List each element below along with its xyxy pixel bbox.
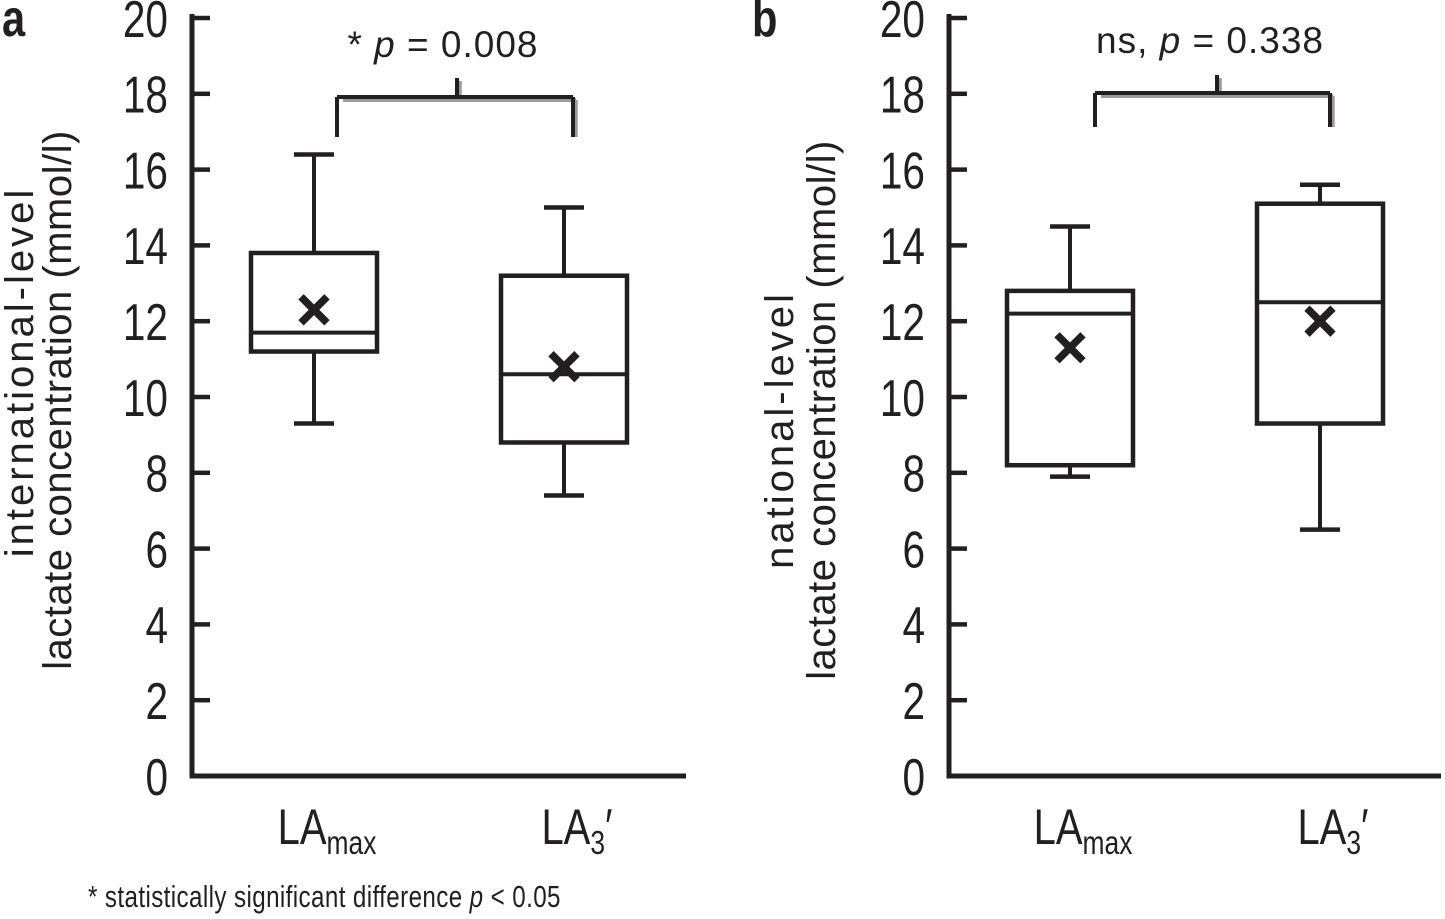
- x-category-label: LAmax: [1034, 799, 1133, 862]
- y-axis-title-line2: lactate concentration (mmol/l): [800, 140, 844, 680]
- y-tick-label: 10: [880, 369, 925, 427]
- x-category-label: LAmax: [278, 799, 377, 862]
- panel-a: a 0 2 4 6 8 10 12 14 16 18 20 international-levellac…: [0, 0, 686, 862]
- y-tick-label: 6: [145, 521, 168, 579]
- panel-letter-a: a: [2, 0, 26, 47]
- boxplot-b-la3prime: [1254, 182, 1386, 532]
- mean-marker-x: [1054, 332, 1086, 364]
- y-axis-title-line2: lactate concentration (mmol/l): [36, 130, 80, 670]
- mean-marker-x: [298, 294, 330, 326]
- footnote-p-italic: p: [469, 879, 484, 914]
- y-tick-label: 12: [123, 293, 168, 351]
- significance-label: * p = 0.008: [347, 24, 538, 65]
- y-tick-label: 8: [145, 445, 168, 503]
- mean-marker-x: [548, 351, 580, 383]
- box-iqr: [1254, 201, 1386, 426]
- y-tick-label: 2: [145, 672, 168, 730]
- y-tick-label: 10: [123, 369, 168, 427]
- y-tick-label: 14: [880, 217, 925, 275]
- box-iqr: [498, 273, 630, 445]
- boxplot-a-la3prime: [498, 205, 630, 498]
- y-tick-label: 2: [902, 672, 925, 730]
- y-tick-label: 4: [145, 596, 168, 654]
- y-tick-label: 6: [902, 521, 925, 579]
- y-tick-label: 20: [123, 0, 168, 48]
- y-tick-label: 14: [123, 217, 168, 275]
- y-axis-title-line1: international-level: [0, 187, 42, 558]
- x-category-label: LA3′: [1297, 799, 1368, 862]
- boxplot-b-lamax: [1004, 224, 1136, 479]
- y-tick-label: 18: [880, 66, 925, 124]
- boxplot-a-lamax: [248, 152, 380, 426]
- y-tick-label: 0: [902, 748, 925, 806]
- box-iqr: [248, 250, 380, 354]
- y-tick-label: 8: [902, 445, 925, 503]
- y-tick-label: 12: [880, 293, 925, 351]
- box-iqr: [1004, 288, 1136, 468]
- y-axis-title-line1: national-level: [758, 291, 802, 569]
- footnote-prefix: * statistically significant difference: [88, 879, 470, 914]
- y-tick-label: 4: [902, 596, 925, 654]
- footnote-suffix: < 0.05: [483, 879, 561, 914]
- significance-label: ns, p = 0.338: [1096, 20, 1324, 61]
- panel-b: b 0 2 4 6 8 10 12 14 16 18 20 national-levellactate …: [752, 0, 1441, 862]
- y-tick-label: 20: [880, 0, 925, 48]
- y-tick-label: 0: [145, 748, 168, 806]
- x-category-label: LA3′: [541, 799, 612, 862]
- y-tick-label: 16: [880, 142, 925, 200]
- footnote: * statistically significant difference p…: [88, 879, 561, 915]
- y-tick-label: 18: [123, 66, 168, 124]
- mean-marker-x: [1304, 305, 1336, 337]
- y-tick-label: 16: [123, 142, 168, 200]
- panel-letter-b: b: [752, 0, 777, 47]
